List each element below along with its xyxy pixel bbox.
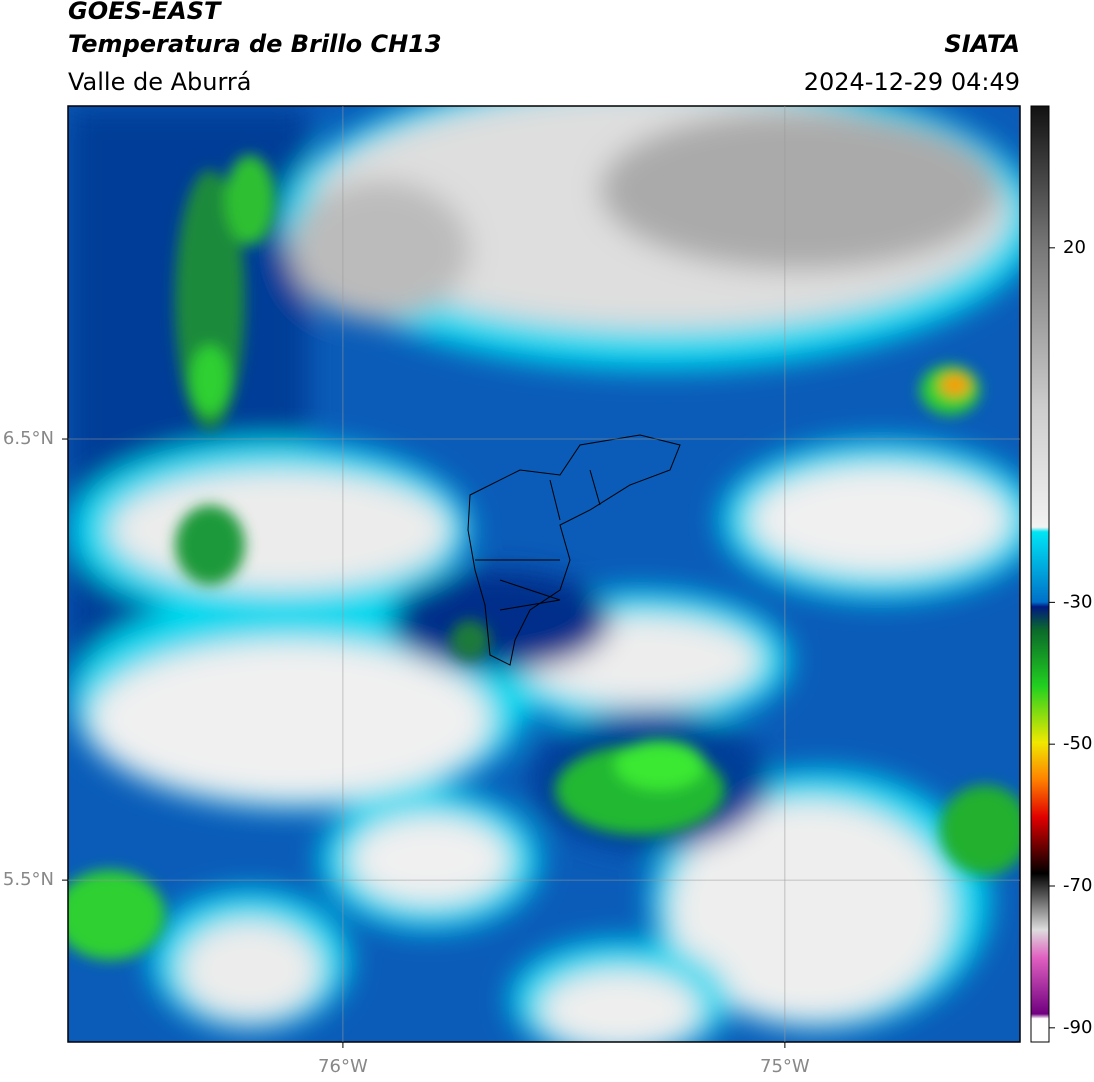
colorbar-tick-label: -30 — [1063, 591, 1092, 612]
region: Valle de Aburrá — [68, 68, 252, 96]
title: GOES-EAST — [68, 0, 222, 25]
satellite-image — [68, 106, 1020, 1042]
y-tick-label: 6.5°N — [3, 428, 54, 449]
organization: SIATA — [944, 30, 1020, 58]
map-frame — [67, 105, 1021, 1043]
y-tick-label: 5.5°N — [3, 869, 54, 890]
basin-outline — [467, 434, 681, 666]
colorbar-tick-label: 20 — [1063, 237, 1086, 258]
colorbar-tick-label: -70 — [1063, 875, 1092, 896]
colorbar-tick-label: -50 — [1063, 733, 1092, 754]
x-tick-label: 76°W — [318, 1056, 368, 1077]
datetime: 2024-12-29 04:49 — [804, 68, 1020, 96]
subtitle: Temperatura de Brillo CH13 — [68, 30, 442, 58]
x-tick-label: 75°W — [760, 1056, 810, 1077]
colorbar — [1030, 105, 1050, 1043]
colorbar-tick-label: -90 — [1063, 1017, 1092, 1038]
